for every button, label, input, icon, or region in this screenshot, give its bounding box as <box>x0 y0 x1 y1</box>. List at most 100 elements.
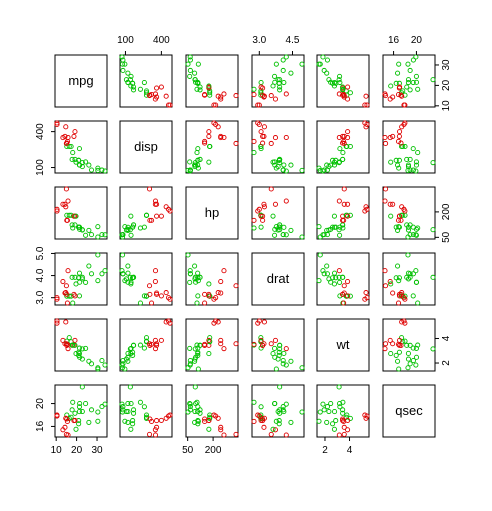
panel-qsec-vs-qsec <box>382 384 436 438</box>
point-20-hp-qsec <box>413 226 420 232</box>
point-8-drat-qsec <box>430 274 436 280</box>
point-10-mpg-drat <box>277 87 283 93</box>
point-31-mpg-drat <box>281 79 287 86</box>
point-29-hp-drat <box>270 213 276 219</box>
point-18-disp-drat <box>299 167 305 173</box>
point-31-drat-mpg <box>76 270 83 276</box>
point-17-qsec-mpg <box>99 404 105 410</box>
variable-label-drat: drat <box>267 271 290 286</box>
point-16-hp-drat <box>261 204 267 210</box>
panel-hp-vs-qsec <box>382 186 436 240</box>
point-23-wt-disp <box>152 337 158 343</box>
point-2-wt-qsec <box>405 356 412 362</box>
point-30-disp-wt <box>341 140 347 147</box>
point-15-mpg-disp <box>166 102 172 108</box>
point-22-disp-hp <box>202 140 208 146</box>
point-9-hp-mpg <box>72 222 78 228</box>
point-14-disp-drat <box>255 120 261 126</box>
point-30-hp-mpg <box>63 186 69 192</box>
point-7-qsec-disp <box>128 401 134 407</box>
point-30-mpg-disp <box>146 93 153 99</box>
point-22-drat-hp <box>202 291 208 297</box>
point-19-drat-wt <box>320 268 326 274</box>
point-30-wt-qsec <box>383 341 389 347</box>
point-10-drat-wt <box>340 274 346 280</box>
point-24-drat-qsec <box>397 293 403 299</box>
point-3-wt-mpg <box>76 345 83 351</box>
point-15-wt-mpg <box>54 318 60 324</box>
point-19-wt-qsec <box>413 362 419 368</box>
point-14-drat-disp <box>167 296 173 302</box>
point-25-drat-hp <box>187 271 193 277</box>
point-16-hp-mpg <box>63 204 69 210</box>
point-29-wt-hp <box>206 351 212 357</box>
point-29-qsec-mpg <box>73 426 79 432</box>
point-24-drat-disp <box>158 293 164 299</box>
point-23-disp-drat <box>272 135 279 141</box>
point-0-qsec-drat <box>276 421 282 427</box>
point-16-hp-disp <box>163 204 169 210</box>
point-29-wt-drat <box>270 351 276 357</box>
point-4-wt-qsec <box>396 342 402 348</box>
point-0-disp-qsec <box>393 157 399 163</box>
tick-label-top-qsec-1: 20 <box>411 35 423 46</box>
point-6-hp-qsec <box>390 201 396 207</box>
point-27-drat-hp <box>195 278 201 284</box>
point-30-hp-wt <box>341 186 347 192</box>
point-24-drat-wt <box>345 293 351 299</box>
point-28-qsec-hp <box>221 432 227 438</box>
point-28-qsec-drat <box>283 432 289 438</box>
point-28-disp-hp <box>221 134 227 141</box>
point-24-wt-hp <box>206 337 212 343</box>
point-8-mpg-drat <box>277 77 283 83</box>
point-14-wt-mpg <box>54 320 60 326</box>
point-29-drat-mpg <box>73 281 79 287</box>
panel-mpg-vs-drat <box>251 54 305 108</box>
point-8-qsec-mpg <box>79 384 85 390</box>
point-22-drat-disp <box>147 291 153 297</box>
point-24-hp-qsec <box>397 213 403 219</box>
panel-mpg-vs-wt <box>316 54 370 108</box>
point-29-mpg-qsec <box>388 83 394 89</box>
point-29-drat-qsec <box>388 281 394 287</box>
tick-label-top-qsec-0: 16 <box>388 35 400 46</box>
point-19-mpg-hp <box>187 54 193 60</box>
point-15-mpg-hp <box>213 102 219 108</box>
point-23-drat-hp <box>218 278 224 285</box>
point-27-disp-hp <box>195 165 201 171</box>
point-29-hp-mpg <box>73 213 79 219</box>
panel-mpg-vs-hp <box>185 54 239 108</box>
point-19-drat-mpg <box>102 268 108 274</box>
point-16-drat-wt <box>363 290 369 296</box>
panel-disp-vs-qsec <box>382 120 436 174</box>
point-28-wt-hp <box>221 346 227 352</box>
point-15-hp-drat <box>256 206 262 212</box>
point-6-drat-hp <box>218 290 224 296</box>
point-23-drat-mpg <box>60 278 66 285</box>
point-17-wt-mpg <box>99 358 105 364</box>
point-16-disp-drat <box>261 124 267 130</box>
point-19-hp-drat <box>283 232 289 238</box>
point-30-mpg-wt <box>341 93 347 99</box>
point-17-drat-qsec <box>410 271 416 277</box>
point-20-mpg-hp <box>193 79 199 85</box>
point-30-hp-disp <box>146 186 153 192</box>
point-19-wt-disp <box>119 362 125 368</box>
point-27-wt-drat <box>273 366 279 372</box>
point-18-mpg-drat <box>299 61 305 67</box>
point-23-mpg-qsec <box>387 96 393 102</box>
point-29-wt-qsec <box>388 351 394 357</box>
point-25-hp-mpg <box>88 232 95 238</box>
point-25-wt-mpg <box>88 361 95 367</box>
point-10-mpg-qsec <box>407 87 413 93</box>
point-19-wt-drat <box>283 362 289 368</box>
point-26-drat-mpg <box>86 263 92 269</box>
point-11-disp-mpg <box>66 143 72 150</box>
point-19-disp-drat <box>283 168 289 174</box>
point-30-qsec-drat <box>268 431 274 437</box>
point-21-drat-wt <box>341 300 347 306</box>
point-25-mpg-hp <box>187 67 193 74</box>
point-8-wt-hp <box>192 346 198 352</box>
point-30-drat-disp <box>146 283 153 289</box>
point-27-qsec-hp <box>195 418 201 424</box>
